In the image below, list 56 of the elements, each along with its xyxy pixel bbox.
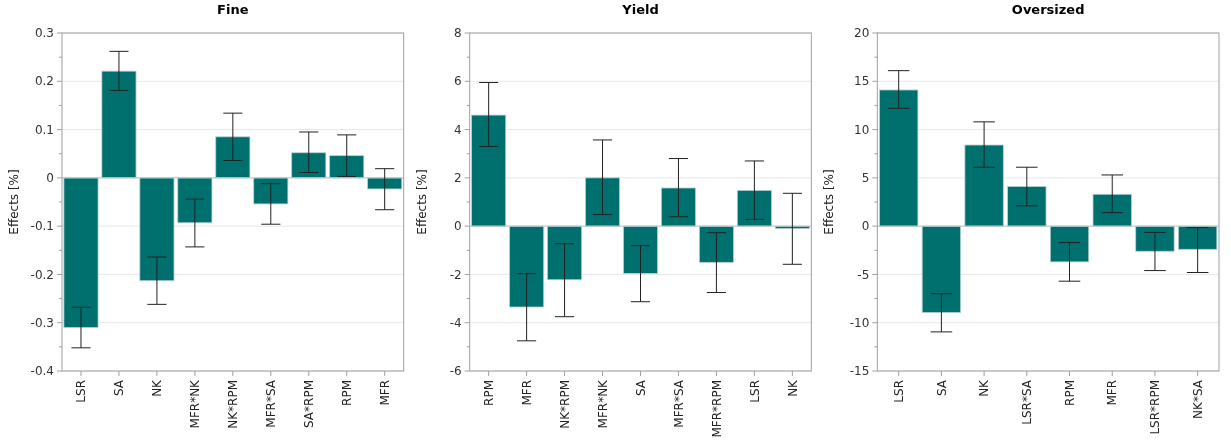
y-tick-label: -6 [449,364,462,379]
chart-title: Oversized [1011,2,1085,17]
y-tick-label: -4 [449,315,462,330]
y-tick-label: 0.3 [34,26,54,41]
y-tick-label: 6 [454,74,462,89]
x-tick-label: LSR [74,380,89,403]
x-tick-label: RPM [1062,380,1077,406]
x-tick-label: NK [150,378,165,397]
y-tick-label: 4 [454,122,462,137]
y-tick-label: 10 [854,122,870,137]
x-tick-label: SA [633,379,648,397]
y-tick-label: 20 [854,26,870,41]
y-axis-title: Effects [%] [822,169,837,235]
x-tick-label: MFR [1105,380,1120,406]
y-tick-label: -5 [857,267,870,282]
y-tick-label: -10 [849,315,870,330]
x-tick-label: NK [977,378,992,397]
y-tick-label: -15 [849,364,870,379]
y-tick-label: 15 [854,74,870,89]
x-tick-label: MFR*NK [188,378,203,429]
y-tick-label: -0.4 [30,364,54,379]
x-tick-label: LSR*RPM [1148,380,1163,435]
x-tick-label: MFR*RPM [709,380,724,438]
x-tick-label: MFR*NK [595,378,610,429]
chart-title: Yield [621,2,659,17]
x-tick-label: MFR*SA [671,379,686,428]
y-tick-label: 0 [454,219,462,234]
chart-title: Fine [217,2,249,17]
y-tick-label: -2 [449,267,462,282]
x-tick-label: LSR*SA [1020,379,1035,425]
y-axis-title: Effects [%] [7,169,21,235]
x-tick-label: LSR [747,380,762,403]
x-tick-label: MFR*SA [264,379,278,428]
x-tick-label: SA [112,379,127,397]
y-tick-label: -0.2 [30,267,54,282]
y-tick-label: 0 [861,219,870,234]
x-tick-label: SA [934,379,949,397]
x-tick-label: MFR [377,380,392,406]
x-tick-label: MFR [519,380,534,406]
y-tick-label: 2 [454,171,462,186]
y-tick-label: -0.1 [30,219,54,234]
y-axis-title: Effects [%] [414,169,429,235]
y-tick-label: 0 [46,171,54,186]
y-tick-label: -0.3 [30,315,54,330]
x-tick-label: RPM [481,380,496,406]
x-tick-label: NK [785,378,800,397]
x-tick-label: SA*RPM [301,380,316,428]
y-tick-label: 0.2 [34,74,54,89]
y-tick-label: 8 [454,26,462,41]
x-tick-label: NK*RPM [226,380,241,429]
y-tick-label: 5 [861,171,870,186]
x-tick-label: RPM [339,380,354,406]
x-tick-label: NK*RPM [557,380,572,429]
y-tick-label: 0.1 [34,122,54,137]
x-tick-label: NK*SA [1190,379,1205,419]
x-tick-label: LSR [891,380,906,403]
